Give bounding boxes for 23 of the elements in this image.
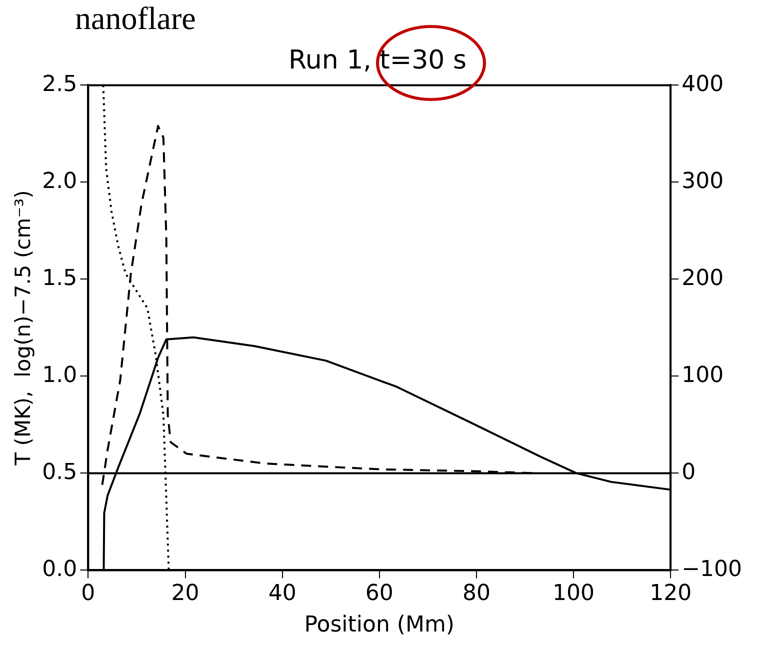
y-tick-label: 2.5 bbox=[42, 72, 78, 97]
y2-tick-label: 400 bbox=[682, 72, 724, 97]
y-axis-title: T (MK), log(n)−7.5 (cm⁻³) bbox=[11, 190, 36, 466]
x-tick-label: 120 bbox=[650, 581, 692, 606]
y2-tick-label: 100 bbox=[682, 362, 724, 388]
chart-title: Run 1, t=30 s bbox=[288, 45, 467, 76]
y2-tick-label: 300 bbox=[682, 168, 724, 194]
x-tick-label: 100 bbox=[552, 581, 595, 606]
x-tick-label: 20 bbox=[171, 581, 200, 606]
x-tick-label: 80 bbox=[462, 581, 490, 606]
x-tick-label: 0 bbox=[81, 581, 96, 606]
y2-tick-label: 0 bbox=[682, 460, 696, 485]
text: nanoflare bbox=[75, 0, 196, 36]
y-tick-label: 2.0 bbox=[42, 168, 78, 194]
x-tick-label: 60 bbox=[365, 581, 394, 606]
y2-tick-label: 200 bbox=[682, 266, 724, 291]
y-tick-label: 1.5 bbox=[42, 266, 78, 291]
x-tick-label: 40 bbox=[268, 581, 296, 606]
x-axis-title: Position (Mm) bbox=[304, 612, 454, 638]
y-tick-label: 0.5 bbox=[42, 460, 78, 485]
y-tick-label: 1.0 bbox=[42, 362, 78, 388]
y-tick-label: 0.0 bbox=[42, 556, 78, 582]
y2-tick-label: −100 bbox=[682, 556, 742, 582]
